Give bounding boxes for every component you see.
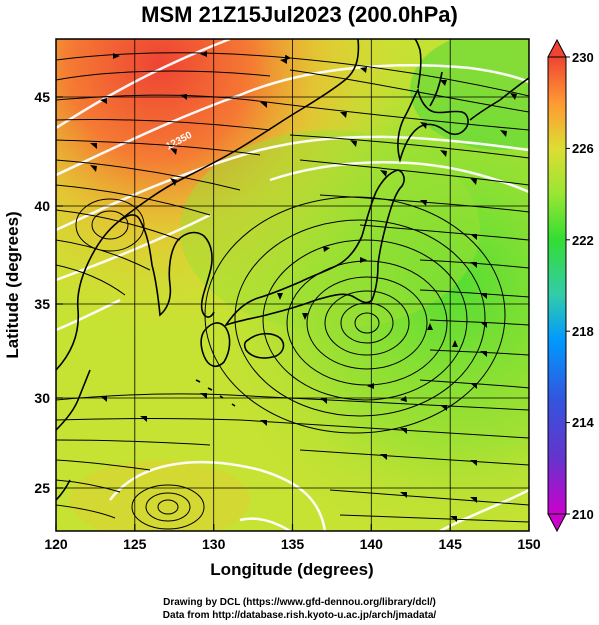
y-tick-label: 30 xyxy=(34,390,50,406)
credit-drawing: Drawing by DCL (https://www.gfd-dennou.o… xyxy=(163,597,436,608)
y-axis-label: Latitude (degrees) xyxy=(3,211,22,358)
x-axis-label: Longitude (degrees) xyxy=(210,560,373,579)
stream-arrowheads xyxy=(90,51,517,522)
y-tick-labels: 25 30 35 40 45 xyxy=(34,89,50,496)
colorbar-tick-label: 210 xyxy=(572,507,594,522)
colorbar-tick-label: 230 xyxy=(572,50,594,65)
colorbar-lower-triangle xyxy=(547,513,567,533)
x-tick-label: 120 xyxy=(44,536,68,552)
colorbar-ramp xyxy=(547,56,567,515)
coastlines xyxy=(56,39,529,501)
axis-tick-marks xyxy=(55,96,530,531)
x-tick-label: 135 xyxy=(281,536,305,552)
credit-data-source: Data from http://database.rish.kyoto-u.a… xyxy=(162,610,437,621)
x-tick-label: 130 xyxy=(202,536,226,552)
graticule xyxy=(56,39,529,531)
colorbar-tick-label: 226 xyxy=(572,141,594,156)
streamlines xyxy=(56,52,529,530)
x-tick-labels: 120 125 130 135 140 145 150 xyxy=(44,536,541,552)
x-tick-label: 145 xyxy=(439,536,463,552)
colorbar-upper-triangle xyxy=(547,38,567,58)
y-tick-label: 35 xyxy=(34,296,50,312)
credits: Drawing by DCL (https://www.gfd-dennou.o… xyxy=(0,596,599,622)
temperature-field: 12350 xyxy=(56,39,529,531)
y-tick-label: 40 xyxy=(34,198,50,214)
x-tick-label: 140 xyxy=(360,536,384,552)
x-tick-label: 150 xyxy=(517,536,541,552)
contour-lines xyxy=(56,39,529,531)
colorbar-tick-label: 222 xyxy=(572,233,594,248)
colorbar: 230 226 222 218 214 210 xyxy=(547,38,594,533)
map-title: MSM 21Z15Jul2023 (200.0hPa) xyxy=(141,2,458,27)
x-tick-label: 125 xyxy=(123,536,147,552)
colorbar-tick-label: 214 xyxy=(572,415,594,430)
y-tick-label: 25 xyxy=(34,480,50,496)
y-tick-label: 45 xyxy=(34,89,50,105)
colorbar-tick-label: 218 xyxy=(572,324,594,339)
